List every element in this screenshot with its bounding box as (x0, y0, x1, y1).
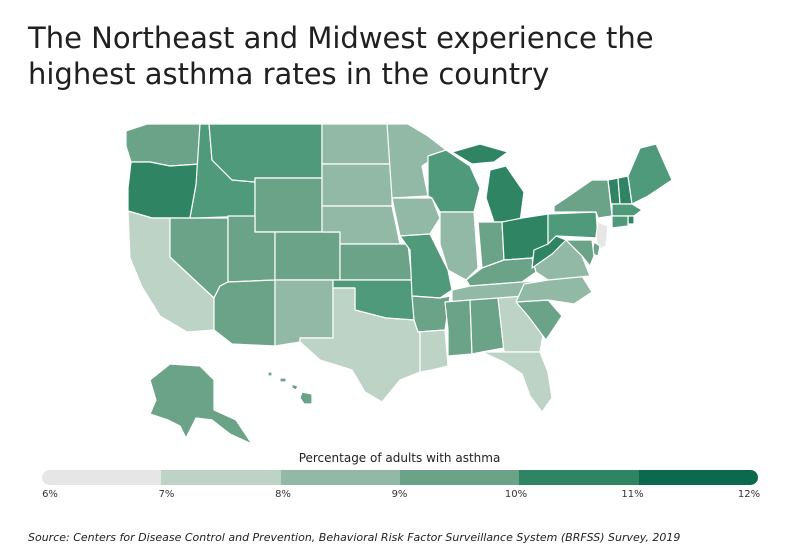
state-alabama[interactable] (469, 297, 505, 355)
legend-tick: 9% (391, 489, 408, 500)
state-north-dakota[interactable] (321, 123, 393, 165)
state-rhode-island[interactable] (627, 215, 635, 225)
legend-swatch-5 (638, 470, 758, 485)
state-hawaii[interactable] (267, 371, 313, 405)
legend-swatch-1 (161, 470, 281, 485)
state-oregon[interactable] (127, 161, 201, 219)
legend-tick-labels: 6% 7% 8% 9% 10% 11% 12% (0, 489, 799, 505)
state-massachusetts[interactable] (611, 203, 643, 217)
state-connecticut[interactable] (611, 215, 629, 229)
legend-color-scale (42, 470, 758, 485)
state-missouri[interactable] (399, 233, 453, 299)
legend-tick: 7% (158, 489, 175, 500)
state-montana[interactable] (208, 123, 323, 183)
source-note: Source: Centers for Disease Control and … (28, 531, 681, 544)
legend-tick: 11% (621, 489, 644, 500)
map-title: The Northeast and Midwest experience the… (28, 20, 768, 92)
legend-tick: 10% (504, 489, 528, 500)
title-line-1: The Northeast and Midwest experience the (28, 21, 654, 55)
state-florida[interactable] (481, 351, 553, 413)
state-texas[interactable] (299, 287, 421, 403)
legend-swatch-0 (42, 470, 162, 485)
state-alaska[interactable] (149, 363, 253, 445)
state-kansas[interactable] (339, 243, 413, 281)
state-arkansas[interactable] (411, 295, 451, 333)
state-south-dakota[interactable] (321, 163, 393, 207)
state-maryland[interactable] (565, 239, 595, 267)
legend-tick: 6% (42, 489, 58, 500)
state-iowa[interactable] (391, 197, 441, 237)
state-wyoming[interactable] (254, 177, 323, 233)
legend-tick: 12% (737, 489, 761, 500)
state-arizona[interactable] (213, 279, 276, 347)
legend-tick: 8% (275, 489, 291, 500)
title-line-2: highest asthma rates in the country (28, 57, 550, 91)
state-north-carolina[interactable] (515, 275, 593, 305)
state-maine[interactable] (627, 143, 673, 205)
legend-swatch-2 (280, 470, 400, 485)
legend-swatch-4 (519, 470, 639, 485)
legend-swatch-3 (399, 470, 520, 485)
state-mississippi[interactable] (444, 299, 473, 357)
legend-title: Percentage of adults with asthma (298, 451, 501, 465)
state-louisiana[interactable] (417, 329, 449, 373)
state-new-jersey[interactable] (595, 221, 609, 251)
state-new-york[interactable] (553, 179, 613, 219)
state-new-mexico[interactable] (274, 279, 334, 347)
state-washington[interactable] (125, 123, 201, 167)
state-colorado[interactable] (274, 231, 341, 281)
